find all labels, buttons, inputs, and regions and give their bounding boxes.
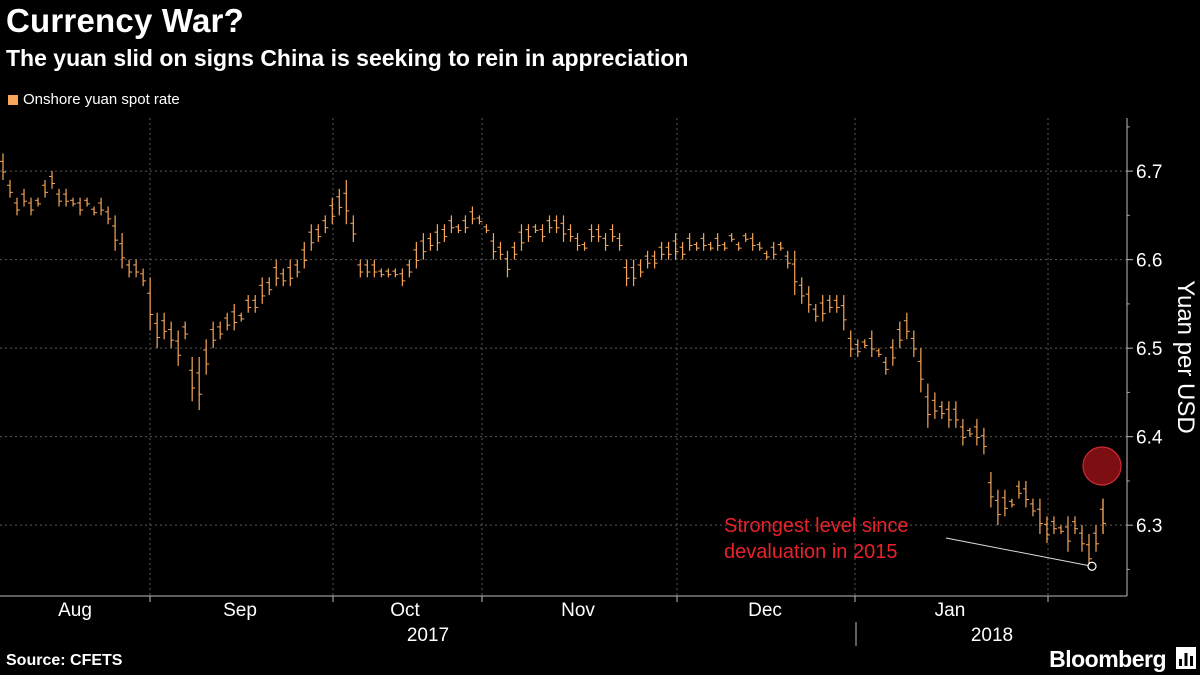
x-month-label: Sep	[223, 600, 257, 621]
x-month-label: Jan	[935, 600, 966, 621]
x-month-label: Nov	[561, 600, 595, 621]
y-tick-label: 6.7	[1136, 162, 1162, 183]
bloomberg-logo-icon	[1176, 647, 1196, 669]
annotation-text: Strongest level since	[724, 515, 909, 537]
x-month-label: Oct	[390, 600, 420, 621]
legend-label: Onshore yuan spot rate	[23, 91, 180, 108]
x-month-label: Aug	[58, 600, 92, 621]
y-tick-label: 6.5	[1136, 339, 1162, 360]
source-note: Source: CFETS	[6, 652, 123, 669]
chart-title: Currency War?	[6, 2, 244, 39]
chart-subtitle: The yuan slid on signs China is seeking …	[6, 45, 689, 71]
x-month-label: Dec	[748, 600, 782, 621]
y-tick-label: 6.6	[1136, 251, 1162, 272]
latest-highlight	[1082, 446, 1122, 486]
y-tick-label: 6.4	[1136, 428, 1163, 449]
legend: Onshore yuan spot rate	[8, 91, 180, 108]
y-tick-label: 6.3	[1136, 516, 1162, 537]
y-axis-title: Yuan per USD	[1172, 280, 1199, 433]
x-year-label: 2018	[971, 625, 1013, 646]
brand-logo-text: Bloomberg	[1049, 646, 1166, 672]
annotation-leader	[945, 537, 1093, 567]
legend-swatch	[8, 94, 18, 105]
x-year-label: 2017	[407, 625, 449, 646]
annotation-text: devaluation in 2015	[724, 541, 897, 563]
annotation-marker	[1087, 561, 1097, 571]
